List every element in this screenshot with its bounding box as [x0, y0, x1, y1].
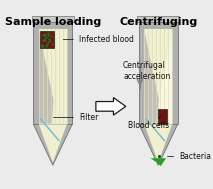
Text: Bacteria: Bacteria: [167, 152, 211, 161]
Polygon shape: [39, 31, 53, 123]
Bar: [158, 109, 167, 123]
Text: Centrifuging: Centrifuging: [119, 17, 197, 27]
Bar: [40, 31, 54, 48]
Bar: [144, 29, 172, 124]
Text: Filter: Filter: [53, 113, 98, 122]
Bar: [33, 22, 72, 124]
Polygon shape: [39, 124, 67, 163]
Polygon shape: [139, 124, 178, 165]
Bar: [32, 16, 74, 22]
FancyArrow shape: [96, 98, 126, 115]
Text: Blood cells: Blood cells: [128, 116, 169, 130]
Text: Sample loading: Sample loading: [5, 17, 101, 27]
Text: Infected blood: Infected blood: [63, 35, 134, 44]
Polygon shape: [33, 124, 72, 165]
Bar: [39, 29, 67, 124]
Polygon shape: [158, 31, 172, 123]
Bar: [137, 16, 179, 22]
Text: Centrifugal
acceleration: Centrifugal acceleration: [123, 61, 170, 81]
Polygon shape: [144, 31, 159, 123]
Polygon shape: [144, 124, 172, 163]
Polygon shape: [150, 158, 166, 166]
Bar: [139, 22, 178, 124]
